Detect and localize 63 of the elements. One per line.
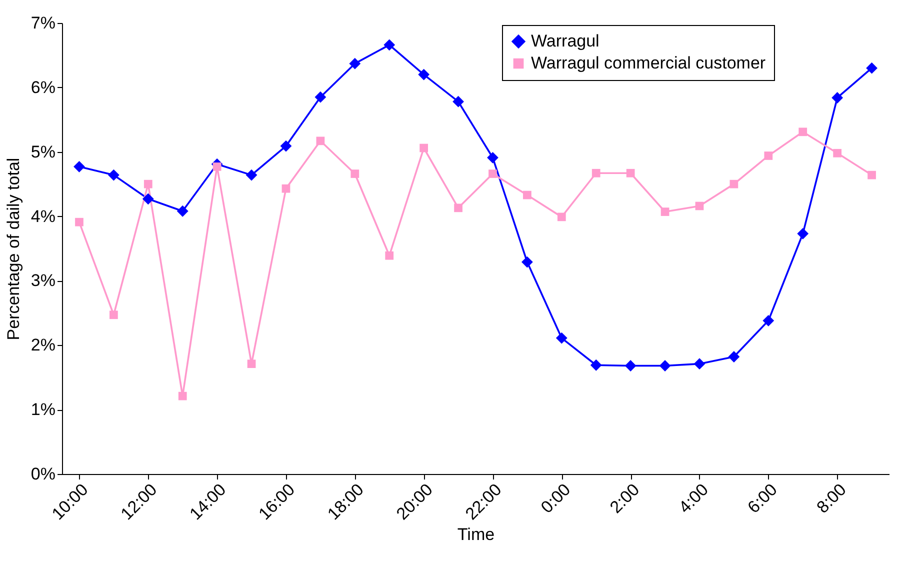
point [762, 314, 774, 326]
point [282, 184, 290, 193]
point [176, 205, 188, 217]
point [178, 392, 187, 400]
point [695, 202, 704, 210]
point [521, 256, 533, 268]
point [384, 39, 396, 51]
point [557, 212, 566, 222]
point [144, 180, 152, 188]
point [487, 152, 498, 164]
point [797, 228, 809, 240]
point [246, 169, 258, 181]
y-tick-label: 0% [30, 464, 56, 484]
point [798, 128, 808, 136]
point [452, 96, 464, 108]
point [592, 168, 600, 178]
y-tick-label: 2% [30, 336, 56, 355]
point [868, 170, 876, 180]
point [866, 62, 878, 74]
point [488, 170, 497, 178]
x-tick-label: 6:00 [744, 480, 781, 517]
point [694, 358, 706, 370]
point [110, 310, 118, 320]
point [728, 351, 740, 362]
point [833, 148, 842, 158]
point [75, 218, 84, 226]
y-axis-title: Percentage of daily total [4, 158, 23, 340]
point [764, 152, 773, 160]
x-axis-title: Time [457, 524, 495, 544]
y-tick-label: 5% [30, 142, 56, 162]
point [212, 162, 222, 171]
legend-label: Warragul [531, 32, 600, 50]
point [832, 92, 844, 104]
y-tick-label: 7% [30, 14, 56, 32]
point [624, 360, 636, 372]
point [590, 359, 602, 371]
point [314, 91, 326, 103]
point [454, 204, 462, 212]
point [280, 140, 292, 152]
point [142, 193, 154, 205]
point [659, 360, 671, 372]
point [660, 208, 670, 216]
point [626, 168, 635, 178]
point [385, 251, 394, 260]
point [108, 169, 120, 181]
y-tick-label: 4% [30, 206, 56, 226]
point [247, 360, 256, 368]
y-tick-label: 3% [30, 271, 56, 290]
point [556, 332, 568, 344]
point [418, 68, 430, 80]
legend-label: Warragul commercial customer [531, 54, 766, 72]
point [349, 58, 361, 70]
x-tick-label: 4:00 [675, 480, 712, 517]
y-tick-label: 6% [30, 78, 56, 97]
point [730, 180, 738, 188]
point [350, 170, 360, 178]
point [74, 160, 85, 172]
y-tick-label: 1% [30, 400, 56, 420]
x-tick-label: 0:00 [537, 480, 574, 517]
x-tick-label: 8:00 [812, 480, 850, 517]
point [523, 190, 532, 200]
point [316, 136, 325, 146]
point [420, 144, 428, 152]
